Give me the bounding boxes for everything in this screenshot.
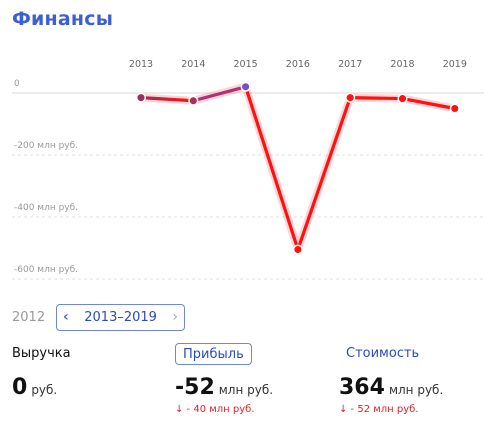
profit-value: -52 млн руб. <box>175 375 273 400</box>
chevron-left-icon[interactable]: ‹ <box>63 309 69 325</box>
metric-cost: Стоимость 364 млн руб. ↓ - 52 млн руб. <box>339 343 443 415</box>
series-line-glow <box>137 82 459 254</box>
x-tick-label: 2013 <box>129 59 153 70</box>
period-range-box: ‹ 2013–2019 › <box>56 303 185 331</box>
x-tick-label: 2017 <box>338 59 362 70</box>
data-point <box>240 81 251 92</box>
cost-value: 364 млн руб. <box>339 375 443 400</box>
cost-delta: ↓ - 52 млн руб. <box>339 404 419 415</box>
series-segment <box>191 85 248 103</box>
revenue-unit: руб. <box>31 383 58 397</box>
series-segment <box>296 96 352 252</box>
chevron-right-icon[interactable]: › <box>172 309 178 325</box>
profit-unit: млн руб. <box>218 383 274 397</box>
cost-number: 364 <box>339 375 385 400</box>
prev-period-year[interactable]: 2012 <box>12 309 46 325</box>
x-tick-label: 2019 <box>443 59 467 70</box>
series-segment <box>244 85 300 252</box>
data-point <box>449 103 460 114</box>
y-tick-label: -400 млн руб. <box>14 203 78 213</box>
profit-delta: ↓ - 40 млн руб. <box>175 404 255 415</box>
period-selector: 2012 ‹ 2013–2019 › <box>12 301 185 333</box>
series-segment <box>139 96 195 103</box>
data-point <box>397 93 408 104</box>
data-point <box>345 92 356 103</box>
metric-revenue: Выручка 0 руб. <box>12 343 71 400</box>
y-tick-label: -600 млн руб. <box>14 265 78 275</box>
series-segment <box>348 96 405 101</box>
x-tick-label: 2016 <box>286 59 310 70</box>
profit-line-chart: 2013 2014 2015 2016 2017 2018 2019 0 -200 млн р… <box>12 59 484 280</box>
x-tick-label: 2018 <box>390 59 414 70</box>
revenue-value: 0 руб. <box>12 375 71 400</box>
y-tick-label: -200 млн руб. <box>14 141 78 151</box>
revenue-number: 0 <box>12 375 28 400</box>
y-tick-label: 0 <box>14 79 20 89</box>
data-point <box>135 92 147 103</box>
series-segment <box>400 96 457 111</box>
data-point <box>188 95 199 106</box>
x-tick-label: 2014 <box>181 59 205 70</box>
profit-tab[interactable]: Прибыль <box>175 343 252 365</box>
period-range-label: 2013–2019 <box>84 309 157 325</box>
x-tick-label: 2015 <box>234 59 258 70</box>
metric-profit: Прибыль -52 млн руб. ↓ - 40 млн руб. <box>175 343 273 415</box>
cost-unit: млн руб. <box>388 383 444 397</box>
data-point <box>292 244 303 255</box>
revenue-tab[interactable]: Выручка <box>12 346 71 361</box>
profit-number: -52 <box>175 375 215 400</box>
page-title: Финансы <box>12 8 114 30</box>
cost-tab[interactable]: Стоимость <box>346 346 420 361</box>
